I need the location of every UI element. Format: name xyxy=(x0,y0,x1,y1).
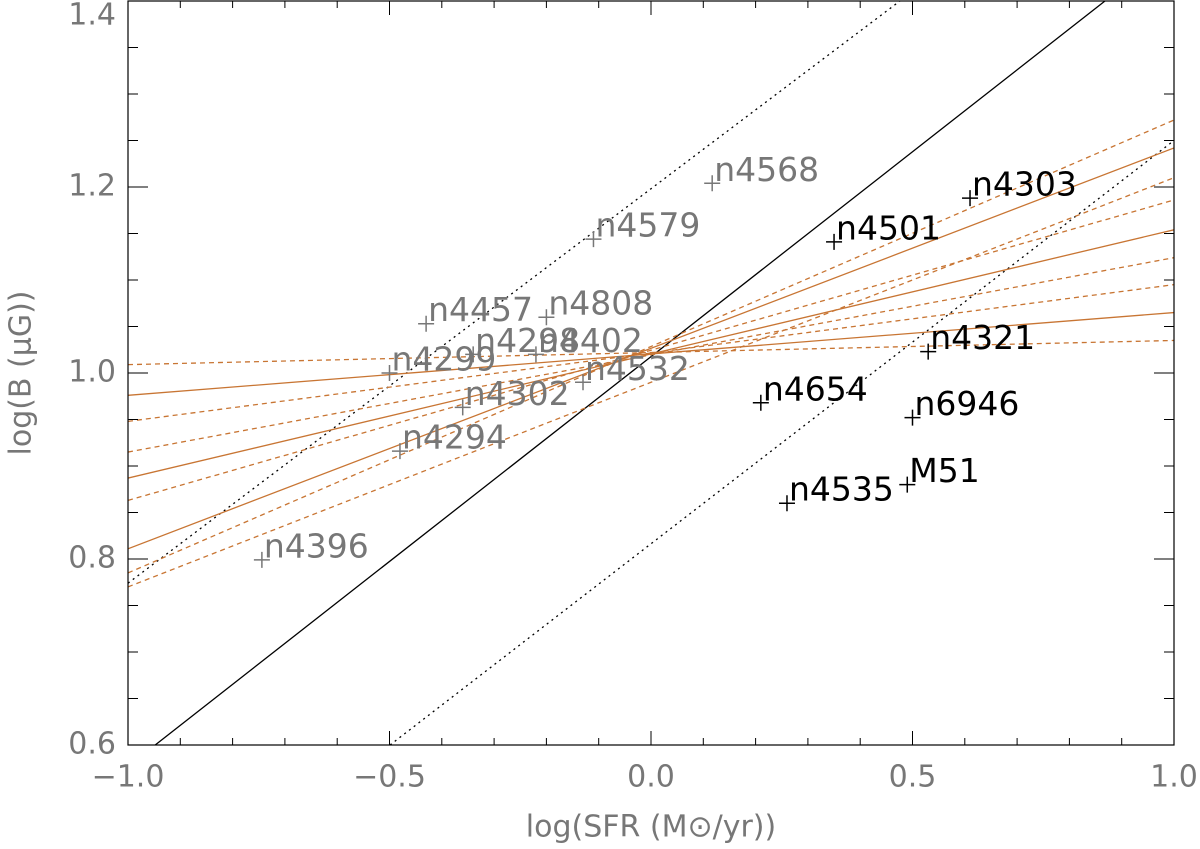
point-label: n4654 xyxy=(763,369,868,408)
point-label: n4302 xyxy=(465,374,570,413)
point-label: n4535 xyxy=(789,470,894,509)
point-label: n4501 xyxy=(836,208,941,247)
point-label: n4808 xyxy=(548,284,653,323)
fit-line xyxy=(128,199,1174,502)
point-label: n4402 xyxy=(538,321,643,360)
fit-line xyxy=(154,1,1106,745)
data-point xyxy=(538,309,555,326)
point-label: n4532 xyxy=(585,349,690,388)
fit-line xyxy=(389,139,1174,745)
fit-line xyxy=(128,284,1174,423)
point-label: n4298 xyxy=(475,321,580,360)
y-tick-label: 1.2 xyxy=(68,169,116,204)
x-tick-label: 0.5 xyxy=(889,760,937,795)
data-point xyxy=(920,343,937,360)
x-tick-label: −1.0 xyxy=(92,760,165,795)
fit-line xyxy=(128,257,1174,453)
point-label: n6946 xyxy=(915,384,1020,423)
x-axis-label: log(SFR (M⊙/yr)) xyxy=(526,810,776,845)
data-point xyxy=(962,190,979,207)
x-tick-label: 1.0 xyxy=(1150,760,1198,795)
data-point xyxy=(527,346,544,363)
data-point xyxy=(465,346,482,363)
data-point xyxy=(418,315,435,332)
fit-line xyxy=(128,229,1174,479)
point-label: n4568 xyxy=(714,150,819,189)
data-point xyxy=(899,476,916,493)
data-point xyxy=(585,231,602,248)
point-label: n4396 xyxy=(264,526,369,565)
data-point xyxy=(752,394,769,411)
fit-line xyxy=(128,339,1174,366)
fit-line xyxy=(128,147,1174,550)
fit-line xyxy=(128,177,1174,588)
point-label: n4457 xyxy=(428,290,533,329)
data-point xyxy=(904,409,921,426)
y-tick-label: 0.8 xyxy=(68,541,116,576)
data-point xyxy=(391,443,408,460)
point-label: M51 xyxy=(909,451,979,490)
y-tick-label: 0.6 xyxy=(68,727,116,762)
data-point xyxy=(704,175,721,192)
point-label: n4299 xyxy=(392,340,497,379)
y-tick-label: 1.0 xyxy=(68,355,116,390)
y-axis-label: log(B (μG)) xyxy=(4,291,39,456)
data-point xyxy=(778,495,795,512)
fit-lines xyxy=(128,1,1174,745)
point-label: n4579 xyxy=(595,206,700,245)
data-point xyxy=(381,365,398,381)
x-tick-label: −0.5 xyxy=(353,760,426,795)
point-label: n4321 xyxy=(930,318,1035,357)
point-label: n4303 xyxy=(972,165,1077,204)
fit-line xyxy=(128,1,901,584)
x-tick-label: 0.0 xyxy=(627,760,675,795)
data-point xyxy=(253,551,270,568)
data-point xyxy=(575,374,592,391)
data-point xyxy=(826,233,843,250)
fit-line xyxy=(128,119,1174,574)
point-label: n4294 xyxy=(402,418,507,457)
y-tick-label: 1.4 xyxy=(68,0,116,33)
data-point xyxy=(454,399,471,416)
